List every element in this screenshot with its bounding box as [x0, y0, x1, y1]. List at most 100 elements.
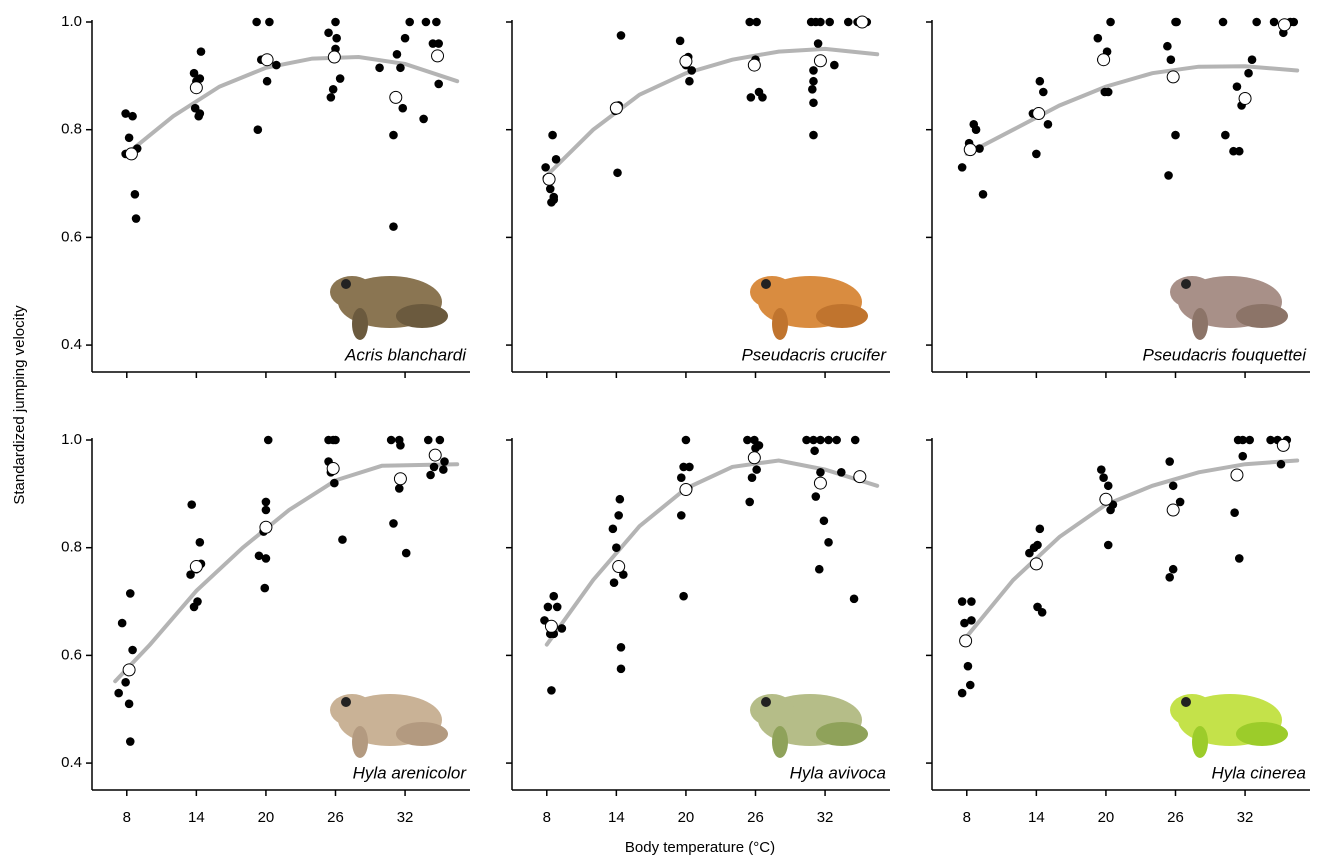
data-point — [745, 17, 754, 27]
data-point — [608, 524, 618, 534]
data-point — [816, 435, 825, 445]
panel: 1.0 0.8 0.6 0.4 Acris blanchardi — [61, 13, 470, 378]
data-point — [131, 214, 141, 223]
data-point — [957, 688, 967, 698]
data-point — [1096, 465, 1106, 474]
data-point — [830, 60, 839, 70]
x-tick-label: 8 — [963, 809, 971, 826]
data-point — [809, 76, 818, 86]
data-point — [824, 538, 833, 547]
mean-point — [124, 147, 138, 161]
data-point — [252, 17, 261, 27]
data-point — [1168, 564, 1178, 574]
data-point — [1099, 473, 1108, 482]
data-point — [613, 168, 622, 178]
data-point — [272, 60, 281, 70]
frog-arm — [352, 308, 368, 340]
fit-curve — [113, 462, 460, 684]
data-point — [819, 516, 829, 526]
frog-leg — [396, 304, 448, 328]
mean-point — [544, 619, 558, 633]
data-point — [435, 435, 445, 445]
data-point — [541, 163, 550, 172]
mean-point — [1166, 70, 1180, 84]
species-name: Hyla avivoca — [790, 763, 886, 782]
data-point — [809, 66, 818, 75]
x-tick-label: 8 — [123, 809, 131, 826]
mean-point — [959, 634, 973, 648]
data-point — [1093, 33, 1103, 43]
species-name: Hyla arenicolor — [353, 763, 468, 782]
data-point — [1103, 481, 1113, 491]
data-point — [675, 36, 685, 46]
data-point — [616, 643, 626, 652]
data-point — [1165, 573, 1174, 582]
data-point — [751, 443, 760, 453]
data-point — [1166, 55, 1176, 64]
data-point — [114, 688, 123, 698]
data-point — [331, 17, 340, 27]
data-point — [1103, 540, 1113, 550]
data-point — [850, 435, 860, 445]
mean-point — [747, 451, 761, 465]
mean-point — [1276, 438, 1290, 452]
data-point — [1039, 87, 1048, 97]
data-point — [1043, 120, 1053, 129]
data-point — [434, 79, 443, 89]
data-point — [253, 125, 263, 134]
data-point — [685, 76, 694, 86]
mean-point — [1238, 91, 1252, 105]
data-point — [543, 602, 553, 612]
mean-point — [389, 90, 403, 104]
mean-point — [609, 101, 623, 115]
data-point — [389, 519, 398, 528]
data-point — [809, 98, 818, 108]
frog-arm — [772, 726, 788, 758]
species-name: Acris blanchardi — [344, 345, 467, 364]
frog-head — [1170, 276, 1214, 308]
data-point — [676, 473, 686, 482]
data-point — [615, 494, 625, 504]
x-tick-label: 14 — [1028, 809, 1045, 826]
x-tick-label: 20 — [1098, 809, 1115, 826]
data-point — [967, 616, 976, 625]
mean-point — [327, 50, 341, 64]
data-point — [824, 435, 833, 445]
data-point — [186, 570, 195, 579]
x-tick-label: 26 — [747, 809, 764, 826]
data-point — [816, 468, 825, 477]
data-point — [1172, 17, 1181, 27]
data-point — [386, 435, 396, 445]
data-point — [552, 602, 562, 612]
panel: 1.0 0.8 0.6 0.4 8 14 20 26 32 Hyla arenicolor — [61, 431, 470, 826]
data-point — [261, 497, 271, 507]
data-point — [429, 462, 439, 472]
x-tick-label: 8 — [543, 809, 551, 826]
data-point — [1106, 17, 1115, 27]
frog-head — [750, 694, 794, 726]
data-point — [260, 583, 270, 593]
data-point — [426, 470, 435, 480]
data-point — [396, 63, 405, 73]
data-point — [1218, 17, 1228, 27]
panel: Pseudacris crucifer — [506, 15, 890, 378]
mean-point — [679, 483, 693, 497]
data-point — [1238, 435, 1248, 445]
mean-point — [1029, 557, 1043, 571]
data-point — [396, 441, 405, 450]
data-point — [125, 737, 135, 746]
data-point — [963, 661, 973, 671]
data-point — [440, 457, 449, 466]
data-point — [758, 93, 767, 102]
mean-point — [855, 15, 869, 29]
data-point — [808, 85, 817, 94]
data-point — [1165, 457, 1174, 466]
data-point — [189, 68, 199, 78]
data-point — [195, 538, 205, 547]
panel: 8 14 20 26 32 Hyla cinerea — [926, 435, 1310, 826]
y-tick-label: 1.0 — [61, 13, 82, 30]
mean-point — [853, 470, 867, 484]
data-point — [392, 50, 402, 59]
data-point — [545, 184, 555, 194]
data-point — [400, 33, 410, 43]
